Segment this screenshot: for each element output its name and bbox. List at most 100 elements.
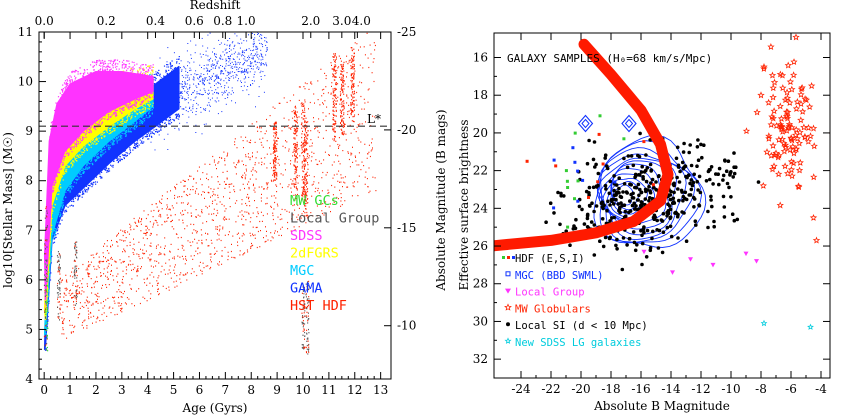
hdf-point	[353, 48, 355, 50]
hdf-point	[94, 293, 96, 295]
band-point-sdss	[90, 131, 92, 133]
hdf-point	[186, 279, 188, 281]
hdf-point	[101, 313, 103, 316]
band-point-sdss	[123, 67, 125, 69]
gama-point	[197, 74, 199, 75]
hdf-point	[303, 166, 305, 168]
hdf-point	[205, 239, 207, 241]
gama-point	[230, 67, 232, 69]
hdf-point	[275, 197, 277, 199]
band-point-mgc	[103, 152, 105, 154]
gama-point	[227, 64, 229, 66]
band-point-sdss	[114, 64, 116, 66]
hdf-point	[233, 189, 235, 191]
gama-point	[187, 94, 189, 96]
gama-point	[187, 72, 189, 73]
band-point-sdss	[59, 167, 61, 169]
gama-point	[220, 58, 222, 60]
hdf-point	[266, 153, 268, 155]
hdf-point	[304, 142, 306, 144]
band-point-gama	[136, 142, 138, 144]
hdf-point	[368, 167, 370, 169]
band-point-mgc	[91, 158, 93, 160]
hdf-point	[126, 303, 127, 305]
hdf-point	[170, 190, 171, 192]
hdf-point	[129, 284, 131, 286]
hdf-point	[283, 117, 285, 119]
hdf-point	[241, 199, 243, 201]
hdf-point	[294, 183, 296, 185]
hdf-point	[130, 229, 132, 231]
gama-point	[220, 65, 222, 66]
hdf-point	[107, 271, 109, 273]
gama-point	[260, 78, 262, 80]
hdf-point	[341, 106, 343, 108]
hdf-point	[340, 93, 342, 95]
hdf-point	[323, 103, 324, 105]
hdf-point	[274, 151, 276, 153]
gama-point	[237, 80, 239, 82]
hdf-point	[329, 154, 330, 156]
gama-point	[195, 132, 197, 133]
hdf-point	[241, 203, 243, 205]
band-point-mgc	[125, 135, 127, 137]
hdf-point	[120, 304, 122, 307]
band-point-2dfgrs	[81, 153, 83, 156]
hdf-point	[215, 214, 217, 217]
band-point-2dfgrs	[148, 104, 150, 106]
hdf-point	[295, 155, 297, 157]
hdf-point	[252, 169, 254, 171]
gama-point	[209, 99, 211, 101]
hdf-point	[303, 86, 305, 88]
hdf-point	[125, 266, 127, 268]
gama-point	[254, 37, 256, 39]
hdf-point	[213, 213, 215, 215]
band-point-sdss	[70, 148, 72, 151]
gama-point	[231, 87, 233, 89]
hdf-point	[184, 209, 186, 211]
gama-point	[159, 73, 161, 75]
gama-point	[185, 70, 187, 72]
gama-point	[182, 97, 184, 99]
hdf-point	[92, 302, 94, 304]
hdf-point	[69, 320, 70, 322]
hdf-point	[168, 259, 170, 261]
hdf-point	[346, 76, 347, 78]
hdf-point	[193, 255, 195, 257]
hdf-point	[335, 110, 337, 112]
band-point-gama	[160, 128, 162, 130]
hdf-point	[245, 202, 247, 205]
hdf-point	[116, 313, 118, 315]
hdf-point	[73, 304, 75, 306]
hdf-point	[117, 245, 119, 247]
hdf-point	[333, 100, 334, 103]
hdf-point	[339, 91, 341, 93]
hdf-point	[75, 291, 77, 293]
hdf-point	[224, 234, 226, 236]
band-point-sdss	[104, 68, 106, 70]
band-point-sdss	[145, 67, 148, 69]
hdf-point	[212, 200, 214, 202]
hdf-point	[92, 322, 93, 324]
hdf-point	[310, 160, 312, 162]
band-point-gama	[91, 182, 93, 184]
hdf-point	[120, 310, 122, 312]
hdf-point	[161, 198, 163, 200]
hdf-point	[334, 115, 336, 117]
hdf-point	[74, 297, 76, 299]
band-point-gama	[93, 178, 95, 180]
gama-point	[220, 72, 222, 74]
gama-point	[266, 30, 267, 31]
gama-point	[260, 43, 262, 45]
hdf-point	[93, 265, 95, 268]
gama-point	[261, 38, 263, 40]
band-point-2dfgrs	[88, 144, 90, 146]
hdf-point	[371, 149, 373, 151]
hdf-point	[295, 183, 297, 185]
hdf-point	[260, 230, 261, 232]
hdf-point	[293, 226, 295, 228]
band-point-2dfgrs	[143, 106, 145, 108]
hdf-point	[294, 112, 296, 114]
gama-point	[212, 63, 214, 65]
hdf-point	[213, 159, 215, 161]
